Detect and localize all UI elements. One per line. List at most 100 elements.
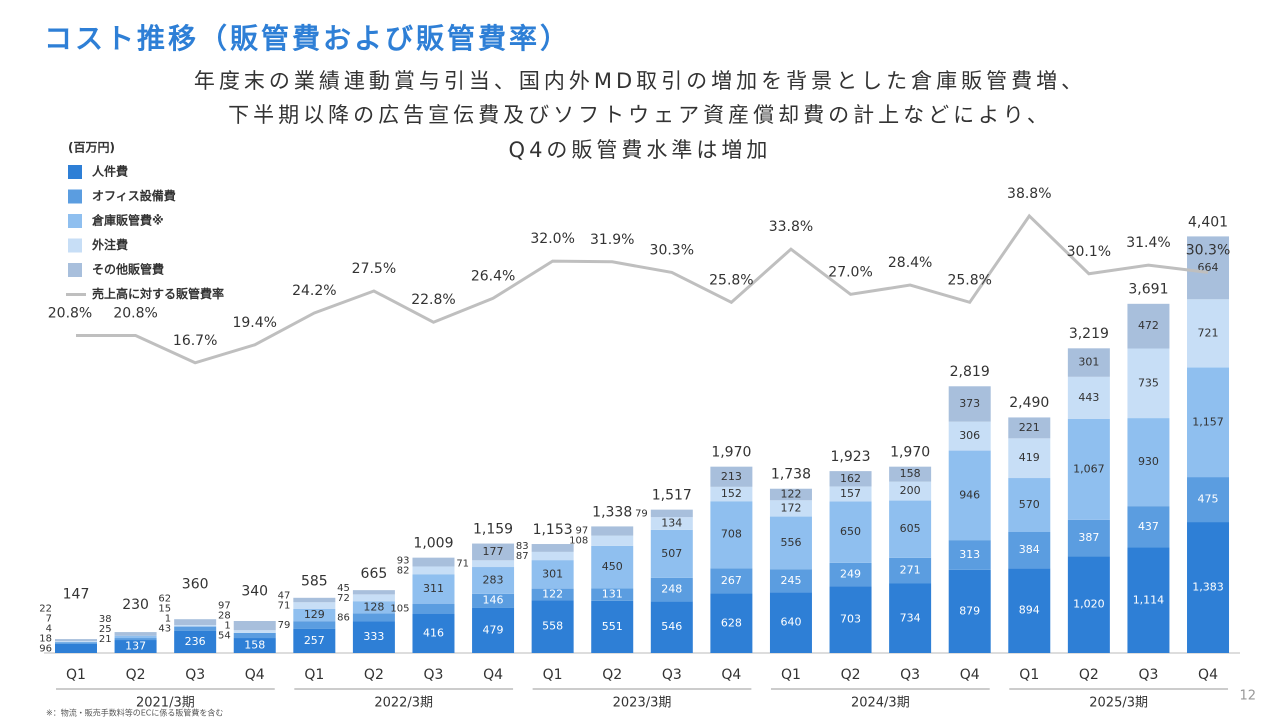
bar-segment — [233, 632, 276, 639]
segment-label: 640 — [780, 616, 801, 629]
segment-label: 475 — [1198, 493, 1219, 506]
bar-segment — [233, 620, 276, 631]
legend-swatch — [68, 263, 82, 277]
ratio-label: 30.3% — [650, 242, 694, 258]
x-tick-label: Q2 — [1079, 667, 1099, 683]
bar-segment — [114, 640, 157, 653]
segment-label: 734 — [900, 611, 921, 624]
segment-label: 79 — [635, 508, 648, 519]
bar-segment — [531, 588, 574, 601]
bar-segment — [174, 625, 217, 627]
bar-segment — [174, 619, 217, 626]
x-tick-label: Q2 — [602, 667, 622, 683]
segment-label: 236 — [185, 635, 206, 648]
x-tick-label: Q4 — [960, 667, 980, 683]
bar-segment — [1067, 519, 1110, 557]
ratio-label: 28.4% — [888, 255, 932, 271]
ratio-label: 38.8% — [1007, 186, 1051, 202]
segment-label: 162 — [840, 472, 861, 485]
legend-label: 倉庫販管費※ — [91, 213, 164, 228]
bar-segment — [1067, 556, 1110, 653]
bar-segment — [948, 386, 991, 422]
bar-segment — [472, 567, 515, 594]
segment-label: 450 — [602, 560, 623, 573]
bar-segment — [1187, 477, 1230, 523]
ratio-label: 31.9% — [590, 232, 634, 248]
segment-label: 83 — [516, 541, 529, 552]
bar-segment — [174, 626, 217, 631]
segment-label: 221 — [1019, 421, 1040, 434]
segment-label: 1,067 — [1073, 462, 1105, 475]
segment-label: 1,020 — [1073, 598, 1105, 611]
segment-label: 879 — [959, 604, 980, 617]
x-tick-label: Q2 — [841, 667, 861, 683]
total-label: 3,219 — [1069, 326, 1109, 342]
total-label: 1,009 — [413, 535, 453, 551]
legend-swatch — [68, 214, 82, 228]
segment-label: 72 — [337, 593, 350, 604]
subtitle: 下半期以降の広告宣伝費及びソフトウェア資産償却費の計上などにより、 — [228, 103, 1052, 127]
total-label: 1,517 — [652, 487, 692, 503]
bar-segment — [293, 597, 336, 603]
ratio-label: 16.7% — [173, 333, 217, 349]
segment-label: 131 — [602, 588, 623, 601]
segment-label: 105 — [390, 604, 409, 615]
segment-label: 1,383 — [1192, 581, 1224, 594]
bar-segment — [948, 540, 991, 570]
legend-swatch — [68, 165, 82, 179]
ratio-label: 27.5% — [352, 261, 396, 277]
segment-label: 97 — [218, 600, 231, 611]
segment-label: 249 — [840, 568, 861, 581]
page-number: 12 — [1239, 689, 1256, 704]
bar-segment — [769, 488, 812, 501]
bar-segment — [1008, 478, 1051, 532]
bar-segment — [650, 517, 693, 530]
segment-label: 894 — [1019, 604, 1040, 617]
total-label: 2,490 — [1009, 395, 1049, 411]
bar-segment — [233, 638, 276, 653]
unit-label: (百万円) — [68, 141, 115, 155]
total-label: 230 — [122, 597, 149, 613]
total-label: 340 — [241, 583, 268, 599]
bar-segment — [352, 594, 395, 602]
segment-label: 628 — [721, 616, 742, 629]
segment-label: 54 — [218, 630, 231, 641]
segment-label: 28 — [218, 610, 231, 621]
segment-label: 38 — [99, 614, 112, 625]
bar-segment — [948, 421, 991, 451]
ratio-label: 19.4% — [232, 315, 276, 331]
bar-segment — [293, 621, 336, 629]
segment-label: 472 — [1138, 319, 1159, 332]
segment-label: 721 — [1198, 326, 1219, 339]
bar-segment — [1187, 367, 1230, 478]
bar-segment — [829, 486, 872, 502]
ratio-label: 24.2% — [292, 283, 336, 299]
x-tick-label: Q3 — [424, 667, 444, 683]
total-label: 360 — [182, 577, 209, 593]
segment-label: 146 — [483, 594, 504, 607]
ratio-label: 20.8% — [113, 306, 157, 322]
bar-segment — [1008, 531, 1051, 569]
bar-segment — [1008, 568, 1051, 653]
bar-segment — [591, 526, 634, 536]
ratio-label: 30.3% — [1186, 242, 1230, 258]
segment-label: 4 — [46, 623, 52, 634]
bar-segment — [1187, 299, 1230, 368]
segment-label: 128 — [363, 600, 384, 613]
segment-label: 257 — [304, 634, 325, 647]
segment-label: 416 — [423, 626, 444, 639]
segment-label: 551 — [602, 620, 623, 633]
legend-label: 売上高に対する販管費率 — [92, 286, 224, 301]
bar-segment — [412, 574, 455, 604]
segment-label: 650 — [840, 525, 861, 538]
segment-label: 1 — [165, 614, 171, 625]
segment-label: 47 — [278, 591, 291, 602]
bar-segment — [352, 613, 395, 622]
bar-segment — [472, 593, 515, 608]
segment-label: 306 — [959, 429, 980, 442]
bar-segment — [650, 529, 693, 578]
bar-segment — [829, 471, 872, 487]
ratio-line — [76, 213, 1209, 365]
segment-label: 158 — [900, 467, 921, 480]
segment-label: 1,114 — [1133, 593, 1165, 606]
